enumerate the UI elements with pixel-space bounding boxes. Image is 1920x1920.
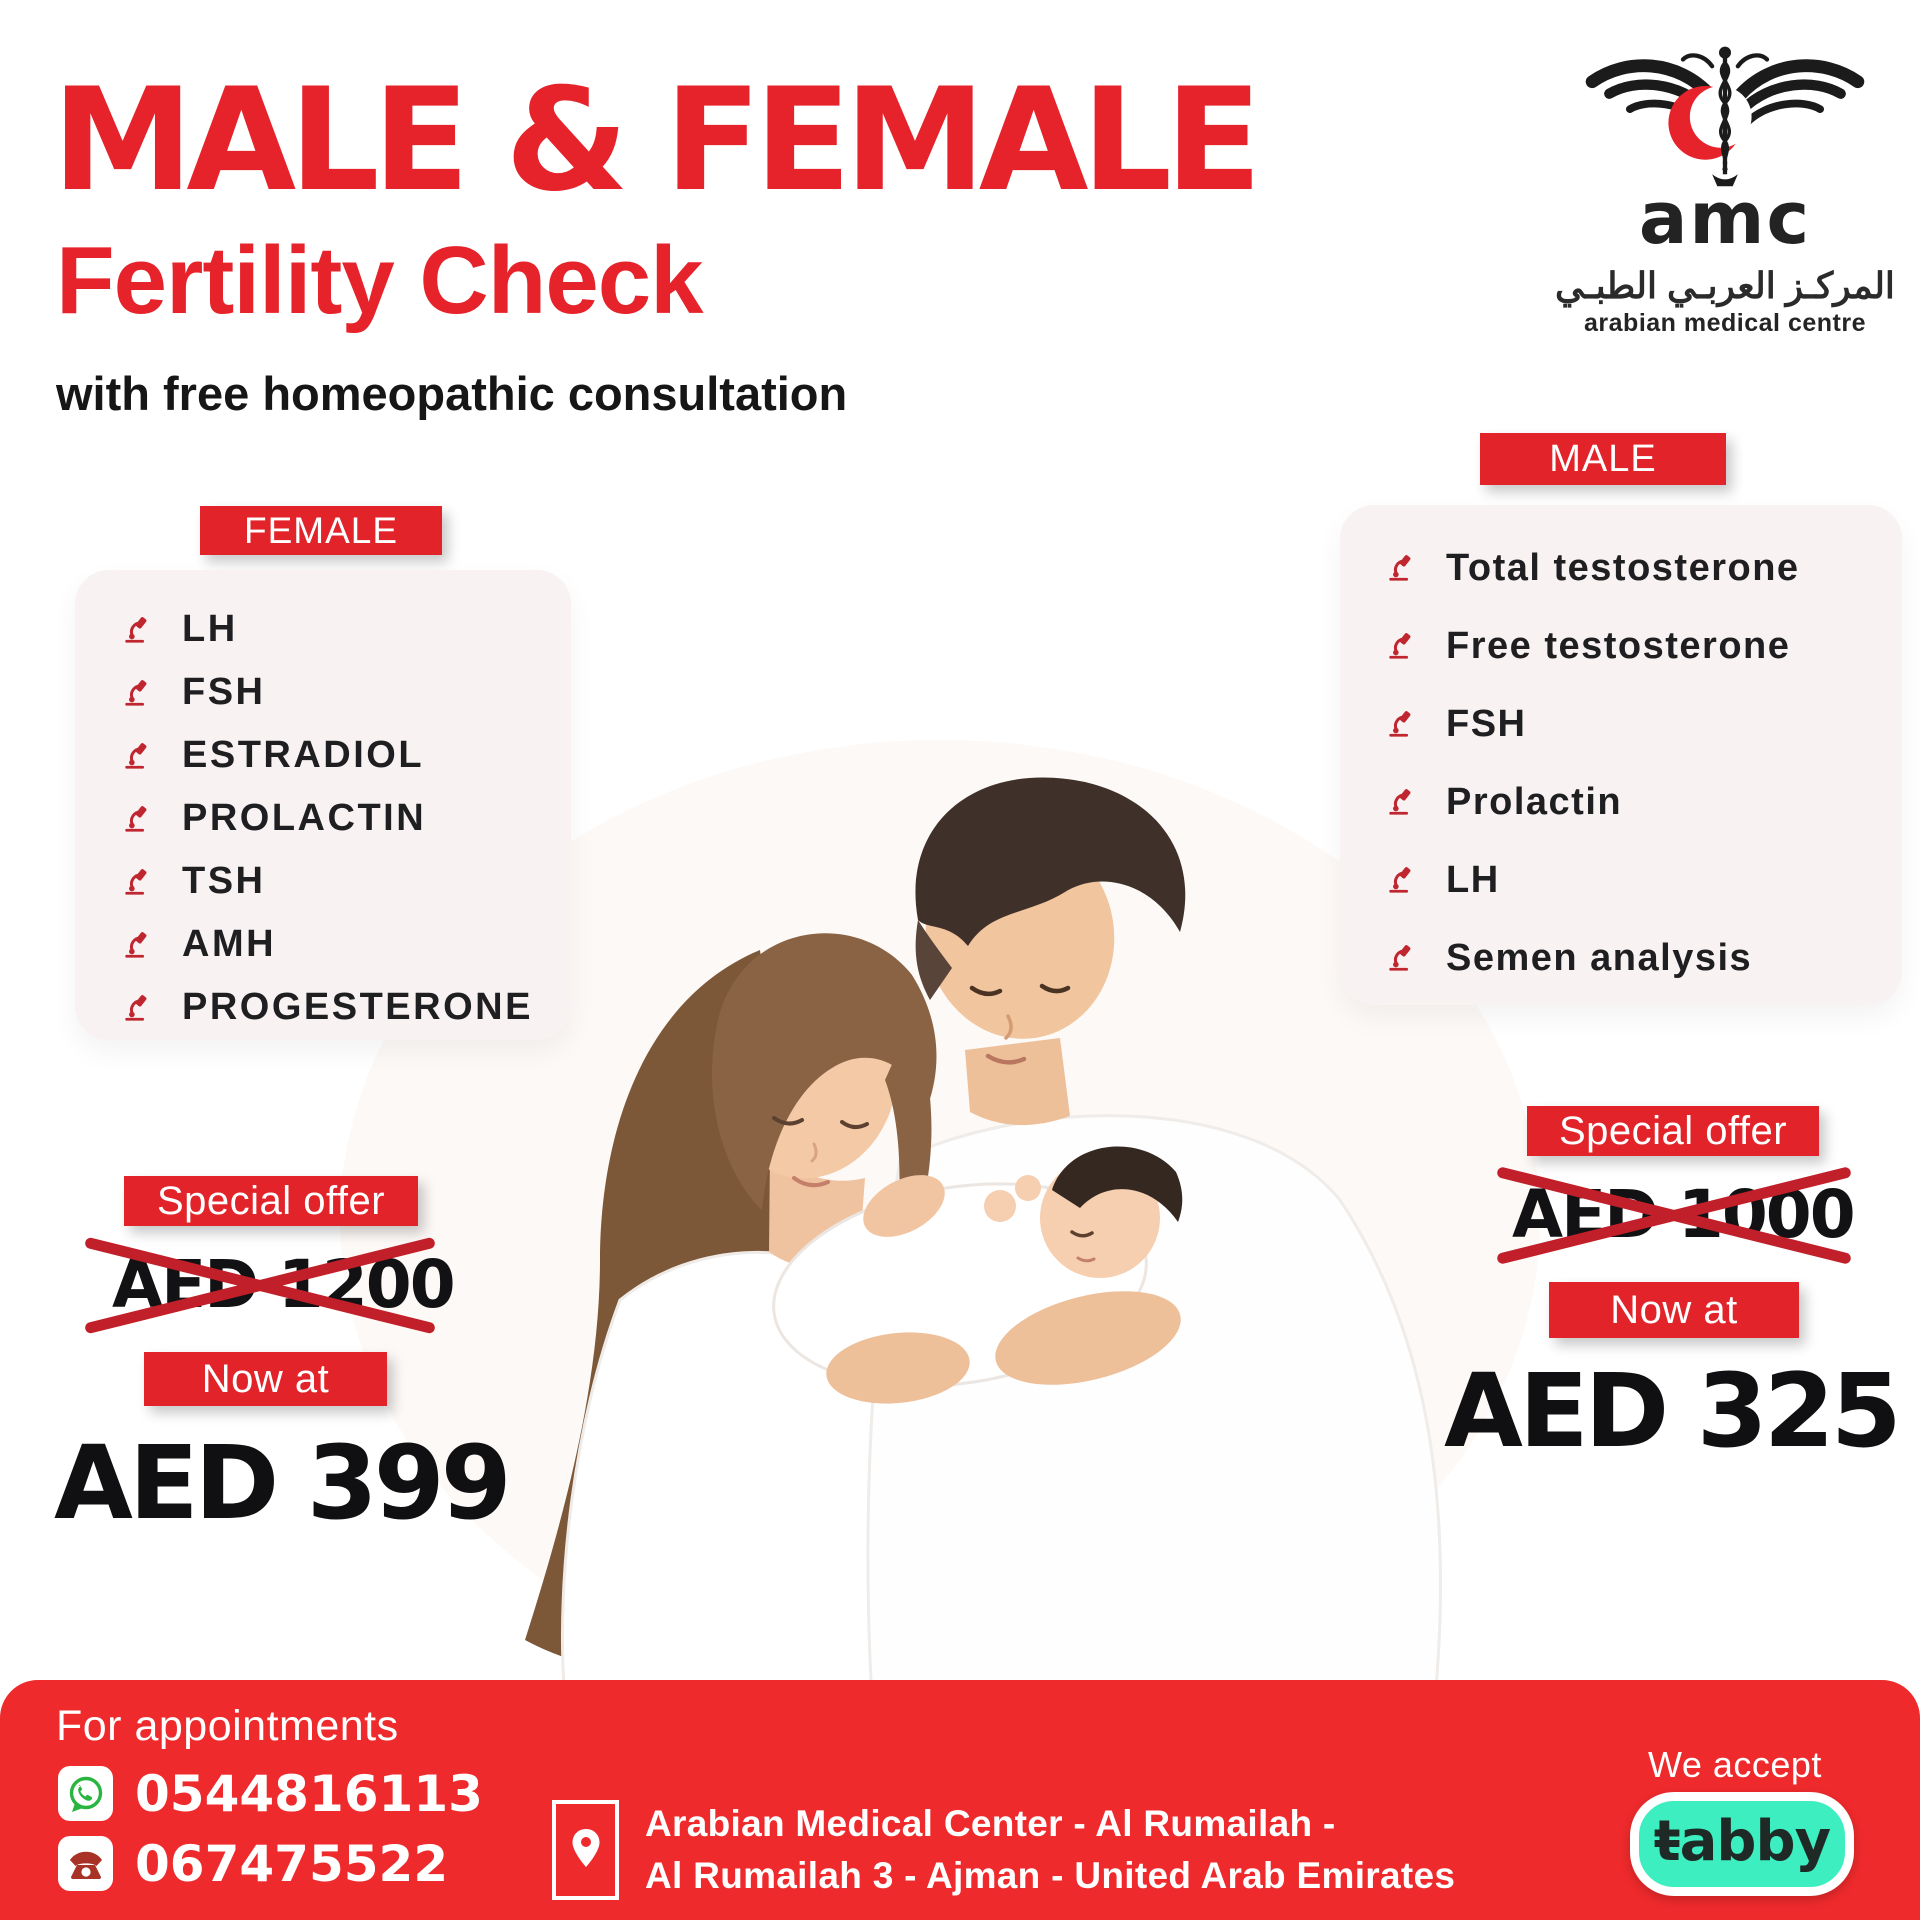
phone-number: 067475522 [135,1834,449,1893]
address-line-1: Arabian Medical Center - Al Rumailah - [645,1803,1336,1844]
list-item: FSH [1386,685,1902,763]
tabby-logo: ŧabby [1630,1792,1854,1896]
test-name: PROGESTERONE [182,986,533,1028]
microscope-icon [1389,789,1411,815]
location-pin-icon [552,1800,619,1900]
test-name: AMH [182,923,277,965]
male-new-price: AED 325 [1444,1352,1902,1471]
list-item: LH [1386,841,1902,919]
logo-abbr: amc [1638,176,1812,260]
test-name: Semen analysis [1446,936,1753,979]
whatsapp-icon [58,1766,113,1821]
microscope-icon [125,616,147,643]
test-name: FSH [182,671,266,713]
list-item: Prolactin [1386,763,1902,841]
logo-arabic-name: المركـز العربـي الطبـي [1555,265,1895,306]
male-special-offer-badge: Special offer [1527,1106,1819,1156]
poster-subtitle: Fertility Check [56,227,704,334]
female-now-at-badge: Now at [144,1352,387,1406]
test-name: LH [182,608,238,650]
tabby-wordmark: ŧabby [1653,1809,1831,1874]
clinic-logo: amc المركـز العربـي الطبـي arabian medic… [1555,36,1895,338]
telephone-icon [58,1836,113,1891]
list-item: LH [122,598,571,661]
test-name: FSH [1446,702,1527,745]
microscope-icon [125,742,147,769]
microscope-icon [1389,867,1411,893]
address-text: Arabian Medical Center - Al Rumailah - A… [645,1798,1455,1902]
poster-title: MALE & FEMALE [52,58,1262,223]
address-block: Arabian Medical Center - Al Rumailah - A… [552,1798,1455,1902]
microscope-icon [125,805,147,832]
female-panel: LH FSH ESTRADIOL PROLACTIN TSH AMH PROGE… [75,570,571,1040]
whatsapp-contact-row: 0544816113 [58,1766,483,1821]
list-item: PROGESTERONE [122,976,571,1039]
male-panel-heading: MALE [1480,433,1726,485]
poster-tagline: with free homeopathic consultation [56,367,848,420]
list-item: FSH [122,661,571,724]
test-name: TSH [182,860,266,902]
microscope-icon [125,931,147,958]
logo-english-name: arabian medical centre [1584,309,1866,338]
test-name: LH [1446,858,1500,901]
footer-bar: For appointments 0544816113 067475522 [0,1680,1920,1920]
male-panel: Total testosterone Free testosterone FSH… [1340,505,1902,1005]
whatsapp-number: 0544816113 [135,1764,483,1823]
list-item: Total testosterone [1386,529,1902,607]
list-item: TSH [122,850,571,913]
we-accept-label: We accept [1648,1744,1822,1785]
microscope-icon [1389,711,1411,737]
microscope-icon [125,868,147,895]
phone-contact-row: 067475522 [58,1836,448,1891]
male-now-at-badge: Now at [1549,1282,1799,1338]
appointments-heading: For appointments [56,1702,399,1750]
microscope-icon [1389,555,1411,581]
female-panel-heading: FEMALE [200,506,442,555]
microscope-icon [125,679,147,706]
caduceus-crescent-icon [1555,36,1895,196]
list-item: Semen analysis [1386,919,1902,997]
test-name: Total testosterone [1446,546,1800,589]
list-item: ESTRADIOL [122,724,571,787]
female-new-price: AED 399 [54,1424,512,1543]
female-special-offer-badge: Special offer [124,1176,418,1226]
female-old-price: AED 1200 [112,1246,456,1323]
microscope-icon [1389,633,1411,659]
test-name: ESTRADIOL [182,734,425,776]
microscope-icon [1389,945,1411,971]
male-old-price: AED 1000 [1512,1176,1856,1253]
list-item: Free testosterone [1386,607,1902,685]
test-name: PROLACTIN [182,797,427,839]
microscope-icon [125,994,147,1021]
family-photo [300,720,1550,1702]
test-name: Prolactin [1446,780,1623,823]
test-name: Free testosterone [1446,624,1791,667]
list-item: AMH [122,913,571,976]
address-line-2: Al Rumailah 3 - Ajman - United Arab Emir… [645,1855,1456,1896]
list-item: PROLACTIN [122,787,571,850]
